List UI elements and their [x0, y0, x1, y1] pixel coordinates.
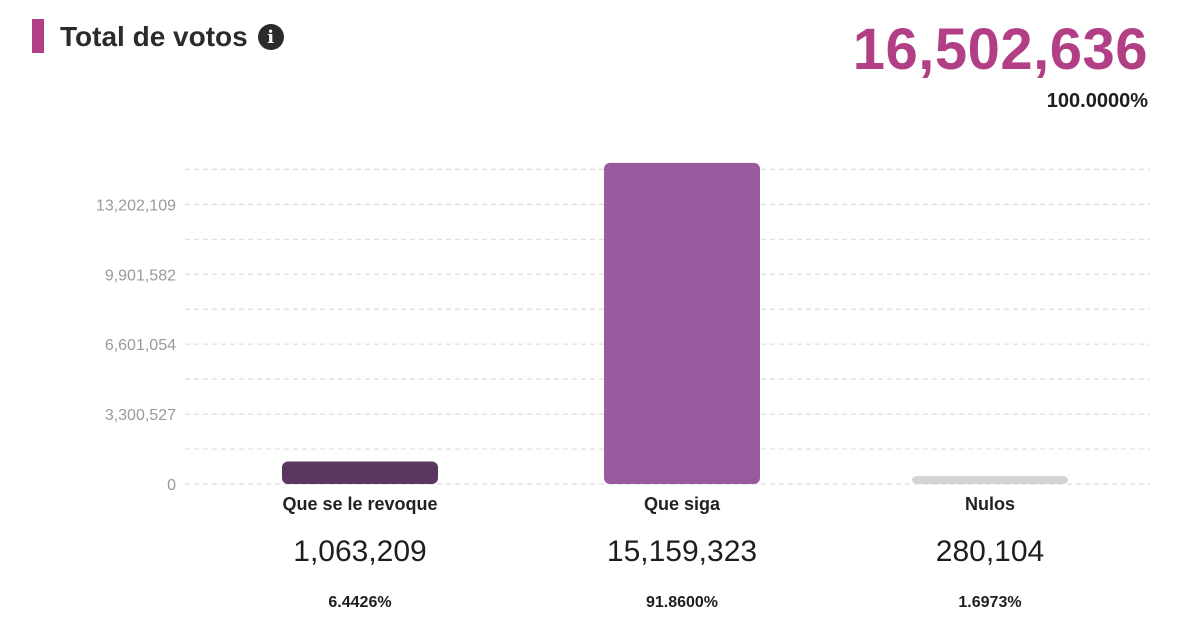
- y-tick-label: 9,901,582: [105, 267, 176, 284]
- y-tick-label: 3,300,527: [105, 407, 176, 424]
- bar-que-se-le-revoque[interactable]: [282, 461, 438, 484]
- value-label: 1,063,209: [293, 535, 426, 568]
- y-tick-label: 0: [167, 477, 176, 494]
- y-tick-label: 13,202,109: [96, 197, 176, 214]
- y-axis-ticks: 0 3,300,527 6,601,054 9,901,582 13,202,109: [96, 197, 176, 494]
- total-votes-percent: 100.0000%: [1046, 90, 1148, 112]
- percent-label: 1.6973%: [958, 594, 1021, 611]
- bar-que-siga[interactable]: [604, 162, 760, 485]
- value-label: 280,104: [936, 535, 1044, 568]
- chart-title-group: Total de votos i: [60, 18, 284, 56]
- value-label: 15,159,323: [607, 535, 757, 568]
- title-accent-bar: [32, 19, 44, 53]
- category-label: Que se le revoque: [282, 494, 437, 514]
- info-icon[interactable]: i: [257, 24, 284, 50]
- percent-label: 6.4426%: [328, 594, 391, 611]
- bars: [282, 162, 1068, 485]
- category-label: Que siga: [644, 494, 721, 514]
- category-label: Nulos: [965, 494, 1015, 514]
- bar-nulos[interactable]: [912, 476, 1068, 484]
- chart-title: Total de votos: [60, 21, 248, 52]
- bar-labels: Que se le revoque 1,063,209 6.4426% Que sig…: [282, 494, 1044, 611]
- y-tick-label: 6,601,054: [105, 337, 176, 354]
- total-votes-value: 16,502,636: [852, 17, 1148, 82]
- percent-label: 91.8600%: [646, 594, 718, 611]
